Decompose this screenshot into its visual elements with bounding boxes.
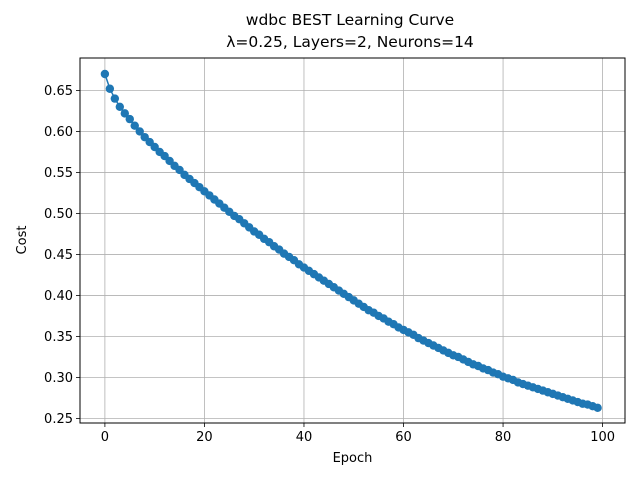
data-point (135, 127, 144, 136)
y-tick-label: 0.60 (44, 125, 73, 140)
x-tick-label: 100 (590, 430, 615, 445)
y-tick-label: 0.40 (44, 289, 73, 304)
y-tick-label: 0.50 (44, 207, 73, 222)
data-point (125, 114, 134, 124)
grid (80, 58, 625, 423)
y-tick-label: 0.25 (44, 412, 73, 427)
data-point (115, 102, 125, 112)
data-point (105, 84, 115, 93)
y-tick-label: 0.45 (44, 248, 73, 263)
y-axis-label: Cost (15, 226, 30, 255)
series (100, 69, 602, 413)
x-tick-label: 80 (495, 430, 512, 445)
y-tick-label: 0.55 (44, 166, 73, 181)
x-tick-label: 40 (296, 430, 313, 445)
data-point (100, 69, 110, 79)
data-point (110, 94, 120, 103)
data-point (593, 403, 602, 413)
x-axis-label: Epoch (333, 451, 373, 466)
y-tick-label: 0.35 (44, 330, 73, 345)
data-point (120, 109, 129, 118)
x-tick-label: 20 (196, 430, 213, 445)
chart-subtitle: λ=0.25, Layers=2, Neurons=14 (226, 33, 474, 51)
y-tick-label: 0.65 (44, 84, 73, 99)
x-tick-label: 60 (395, 430, 412, 445)
plot-frame (79, 57, 626, 424)
axis-ticks: 0 20 40 60 80 100 0.25 0.30 0.35 0.40 0.45 0.50 0.55… (44, 84, 615, 445)
x-tick-label: 0 (101, 430, 109, 445)
data-point (130, 121, 139, 130)
chart-title: wdbc BEST Learning Curve (246, 11, 454, 29)
y-tick-label: 0.30 (44, 371, 73, 386)
